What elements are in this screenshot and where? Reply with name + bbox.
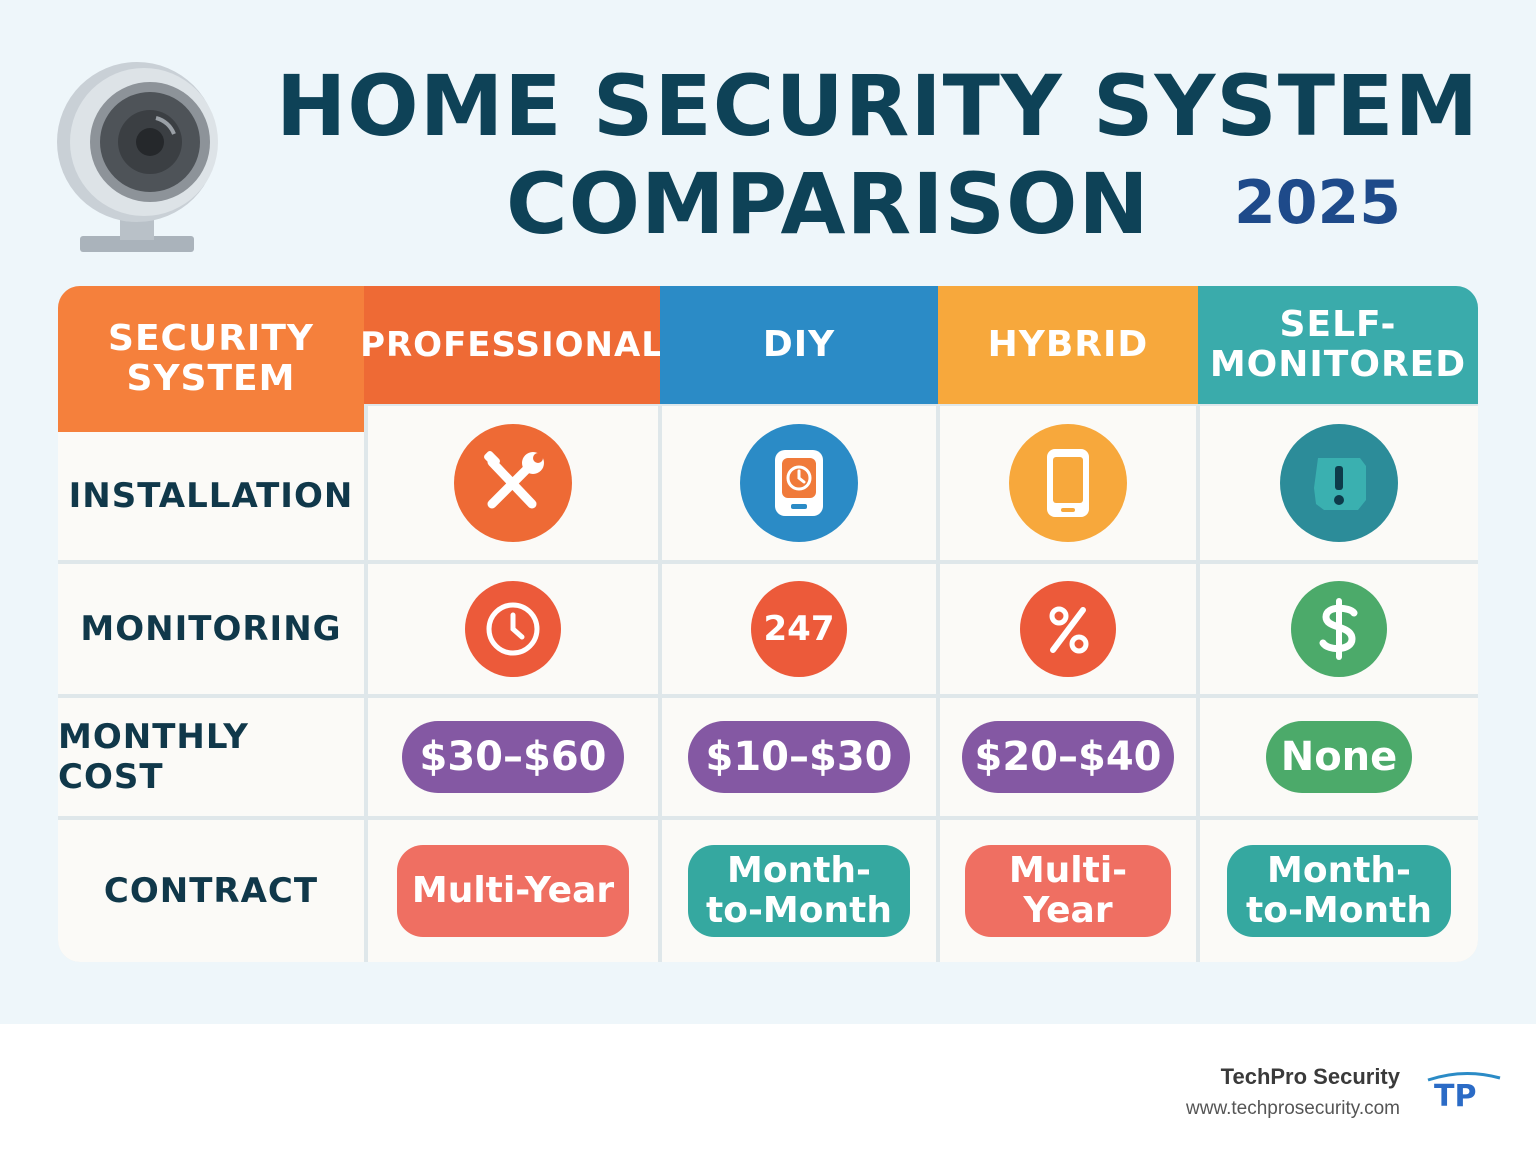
installation-cell-hybrid (940, 406, 1196, 560)
contract-badge-self-monitored-line-1: Month- (1267, 850, 1411, 891)
dollar-icon (1291, 581, 1387, 677)
contract-badge-professional: Multi-Year (397, 845, 629, 937)
installation-cell-self-monitored (1200, 406, 1478, 560)
row-label-installation: INSTALLATION (58, 432, 364, 560)
monitoring-cell-self-monitored (1200, 564, 1478, 694)
corner-header-line-2: SYSTEM (126, 358, 296, 399)
monthly-cost-cell-diy: $10–$30 (662, 698, 936, 816)
corner-header-line-1: SECURITY (108, 318, 314, 359)
monthly-cost-badge-hybrid: $20–$40 (962, 721, 1174, 793)
comparison-table: SECURITY SYSTEM PROFESSIONAL DIY HYBRID … (58, 286, 1478, 962)
brand-url[interactable]: www.techprosecurity.com (1186, 1098, 1400, 1119)
column-header-professional-label: PROFESSIONAL (360, 325, 664, 365)
row-label-monitoring: MONITORING (58, 564, 364, 694)
column-header-hybrid-label: HYBRID (987, 324, 1149, 365)
brand-logo: TP (1427, 1071, 1501, 1110)
percent-icon (1020, 581, 1116, 677)
page-title-line-2: COMPARISON (506, 155, 1150, 253)
monthly-cost-badge-self-monitored: None (1266, 721, 1412, 793)
installation-cell-diy (662, 406, 936, 560)
alert-shield-icon (1280, 424, 1398, 542)
round-the-clock-label: 247 (763, 609, 835, 649)
column-header-diy-label: DIY (762, 324, 836, 365)
monthly-cost-cell-hybrid: $20–$40 (940, 698, 1196, 816)
column-header-self-monitored-line-2: MONITORED (1209, 344, 1467, 385)
monthly-cost-badge-professional: $30–$60 (402, 721, 624, 793)
contract-badge-diy-line-2: to-Month (706, 890, 892, 931)
column-header-self-monitored: SELF- MONITORED (1198, 286, 1478, 404)
contract-badge-self-monitored-line-2: to-Month (1246, 890, 1432, 931)
corner-header: SECURITY SYSTEM (58, 286, 364, 432)
monitoring-cell-hybrid (940, 564, 1196, 694)
monitoring-cell-professional (368, 564, 658, 694)
monthly-cost-badge-diy: $10–$30 (688, 721, 910, 793)
monthly-cost-cell-professional: $30–$60 (368, 698, 658, 816)
clock-icon (465, 581, 561, 677)
column-header-diy: DIY (660, 286, 938, 404)
contract-cell-professional: Multi-Year (368, 820, 658, 962)
contract-badge-self-monitored: Month- to-Month (1227, 845, 1451, 937)
brand-logo-letters: TP (1434, 1079, 1476, 1110)
contract-cell-diy: Month- to-Month (662, 820, 936, 962)
installation-cell-professional (368, 406, 658, 560)
column-header-self-monitored-line-1: SELF- (1279, 304, 1397, 345)
smart-panel-icon (740, 424, 858, 542)
brand-name: TechPro Security (1220, 1064, 1400, 1089)
contract-badge-diy: Month- to-Month (688, 845, 910, 937)
monitoring-cell-diy: 247 (662, 564, 936, 694)
contract-cell-hybrid: Multi- Year (940, 820, 1196, 962)
column-header-hybrid: HYBRID (938, 286, 1198, 404)
page-title-line-1: HOME SECURITY SYSTEM (276, 57, 1480, 155)
contract-badge-hybrid: Multi- Year (965, 845, 1171, 937)
column-header-professional: PROFESSIONAL (360, 286, 663, 404)
year-label: 2025 (1234, 168, 1401, 238)
tools-icon (454, 424, 572, 542)
round-the-clock-icon: 247 (751, 581, 847, 677)
smartphone-icon (1009, 424, 1127, 542)
contract-badge-hybrid-line-2: Year (1023, 890, 1113, 931)
row-label-monthly-cost: MONTHLY COST (58, 698, 364, 816)
contract-badge-professional-text: Multi-Year (411, 870, 615, 911)
row-label-contract: CONTRACT (58, 820, 364, 962)
contract-badge-diy-line-1: Month- (727, 850, 871, 891)
monthly-cost-cell-self-monitored: None (1200, 698, 1478, 816)
security-camera-icon (57, 62, 218, 252)
contract-cell-self-monitored: Month- to-Month (1200, 820, 1478, 962)
contract-badge-hybrid-line-1: Multi- (1008, 850, 1128, 891)
